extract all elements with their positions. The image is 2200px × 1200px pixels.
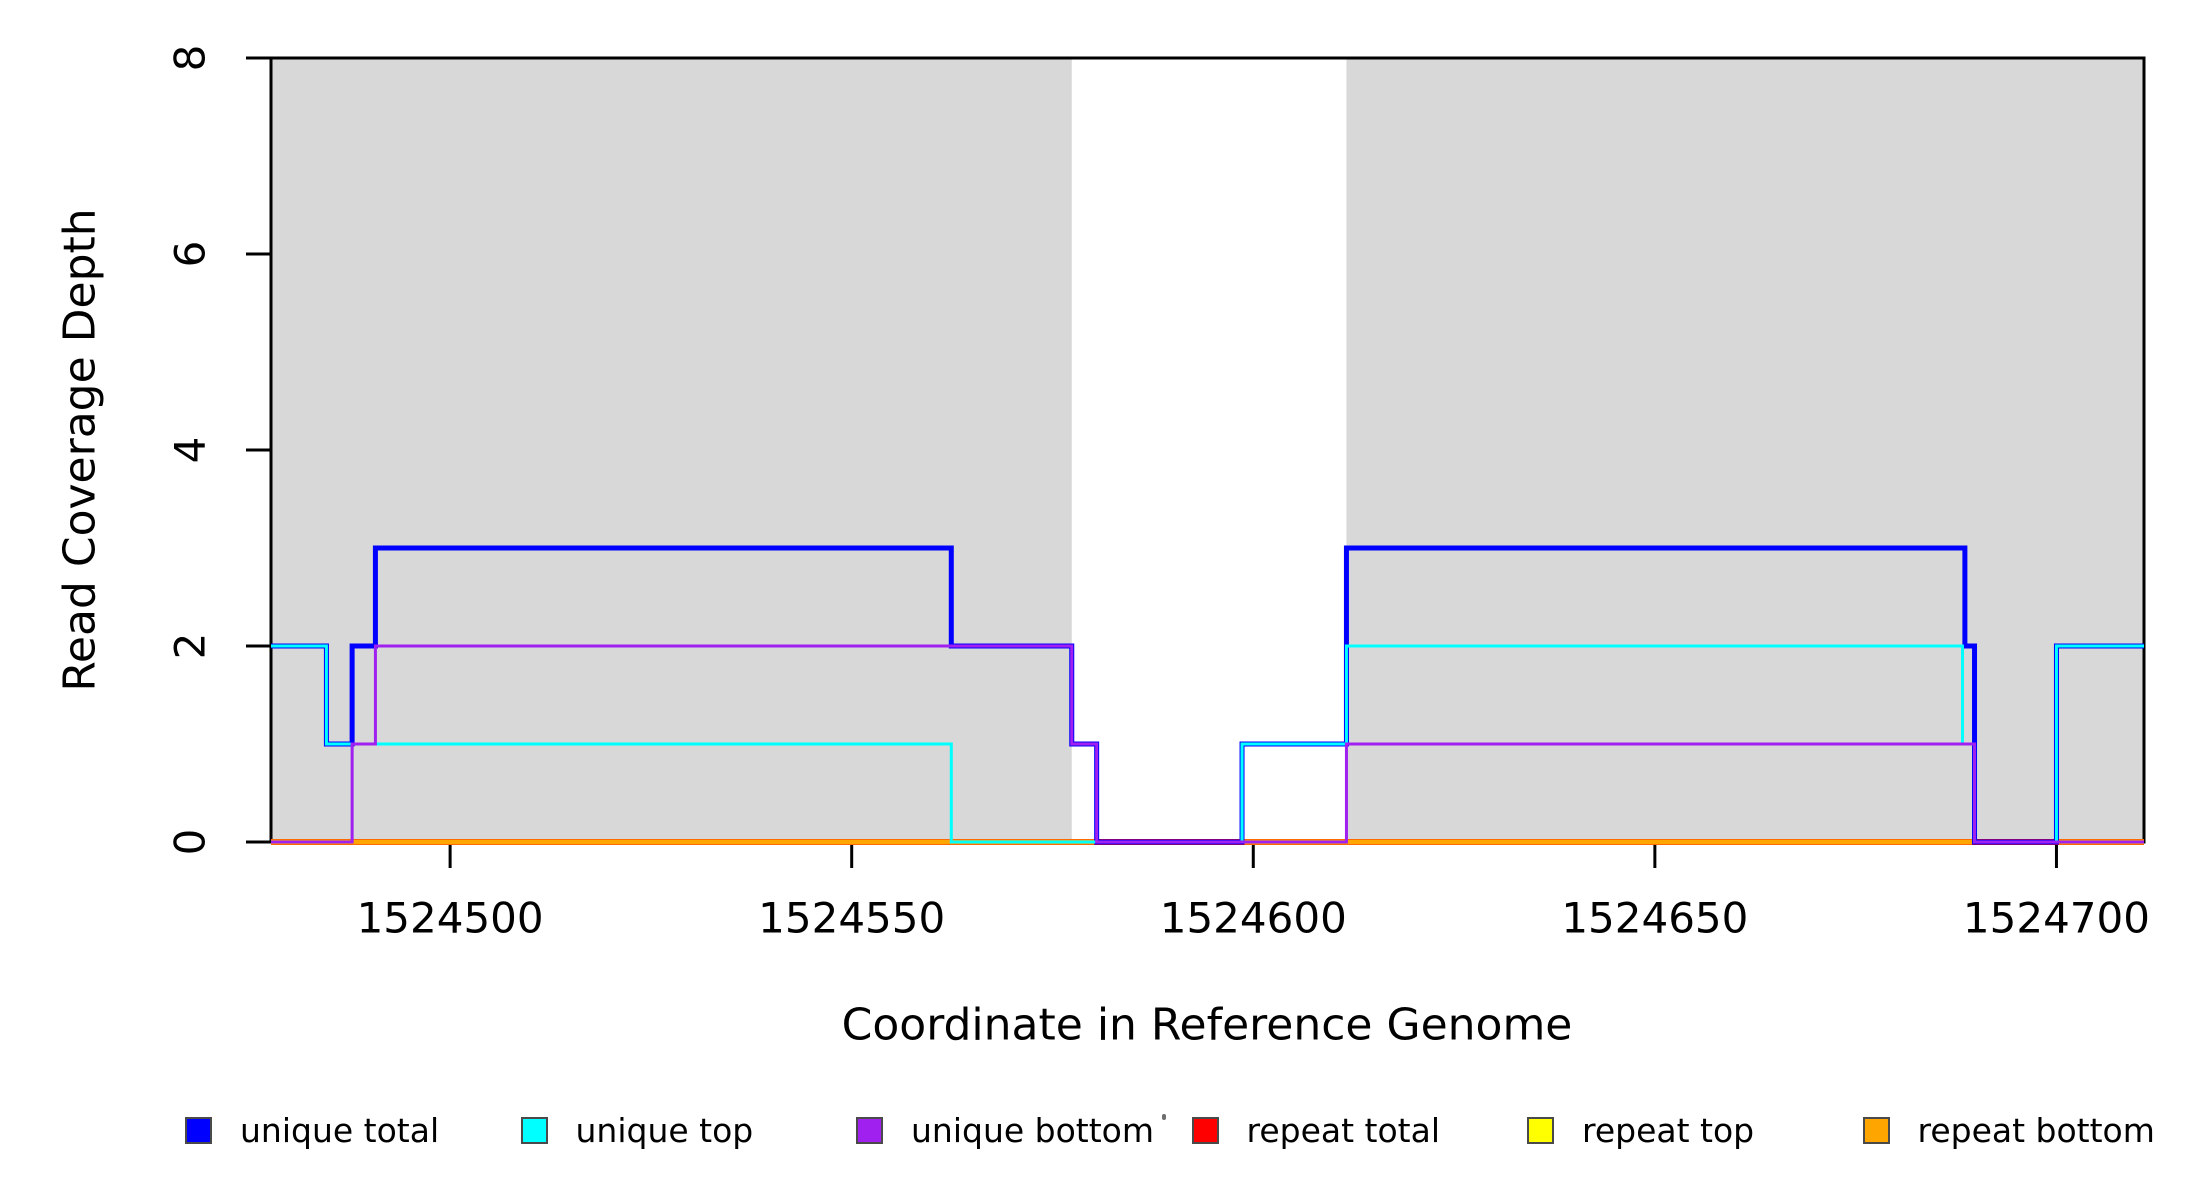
legend-label: repeat bottom [1917,1110,2155,1150]
stray-dot-artifact [1162,1114,1166,1120]
legend-item-repeat-total: repeat total [1191,1106,1441,1154]
legend-label: unique bottom [911,1110,1155,1150]
legend-swatch-unique-bottom [856,1116,883,1144]
y-tick-label-2: 4 [166,437,215,464]
series-line-unique-bottom [271,644,2144,844]
legend-item-repeat-top: repeat top [1527,1106,1754,1154]
x-tick-label-0: 1524500 [357,894,544,943]
x-tick-label-4: 1524700 [1963,894,2150,943]
gray-region-0 [271,58,1072,842]
legend-item-unique-total: unique total [185,1106,439,1154]
x-tick-label-1: 1524550 [758,894,945,943]
x-tick-label-3: 1524650 [1561,894,1748,943]
legend-swatch-repeat-top [1527,1116,1554,1144]
legend-label: unique top [575,1110,754,1150]
legend-item-unique-top: unique top [520,1106,754,1154]
legend-label: repeat total [1246,1110,1441,1150]
gray-region-1 [1346,58,2144,842]
legend-item-unique-bottom: unique bottom [856,1106,1154,1154]
legend-swatch-unique-top [520,1116,548,1144]
y-tick-label-4: 8 [166,45,215,72]
legend-item-repeat-bottom: repeat bottom [1862,1106,2155,1154]
y-axis-title: Read Coverage Depth [54,208,106,692]
y-tick-label-1: 2 [166,633,215,660]
legend-swatch-repeat-total [1191,1116,1219,1144]
y-tick-label-0: 0 [166,829,215,856]
x-tick-label-2: 1524600 [1160,894,1347,943]
legend-swatch-unique-total [185,1116,212,1144]
legend-swatch-repeat-bottom [1862,1116,1890,1144]
legend-label: unique total [240,1110,440,1150]
legend-label: repeat top [1582,1110,1755,1150]
x-axis-title: Coordinate in Reference Genome [841,999,1573,1051]
y-tick-label-3: 6 [166,241,215,268]
